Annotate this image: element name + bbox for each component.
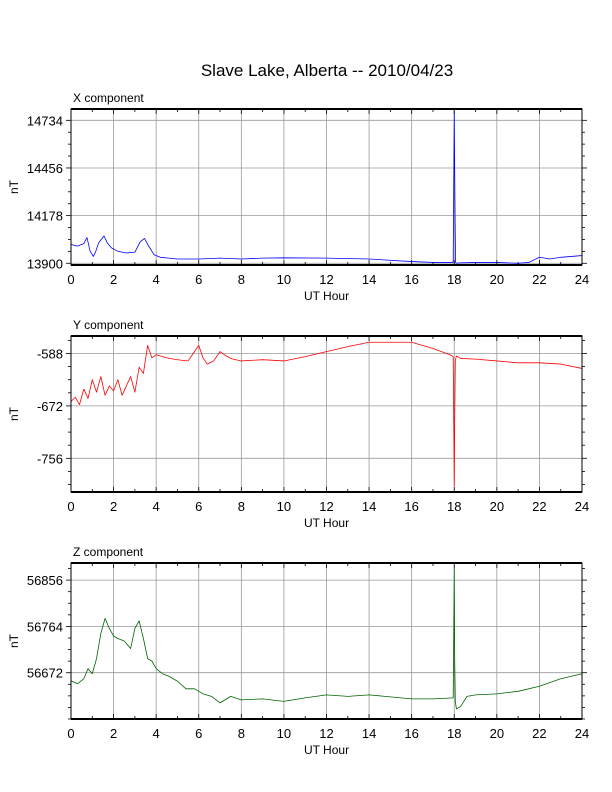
tick-label-x: 18 <box>447 272 461 287</box>
tick-label-x: 12 <box>319 272 333 287</box>
tick-label-x: 20 <box>490 499 504 514</box>
tick-label-x: 10 <box>277 499 291 514</box>
tick-label-x: 8 <box>238 499 245 514</box>
tick-label-x: 20 <box>490 726 504 741</box>
tick-label-x: 14 <box>362 499 376 514</box>
tick-label-x: 6 <box>195 726 202 741</box>
panel-label: X component <box>73 91 144 105</box>
y-axis-label: nT <box>7 633 21 648</box>
tick-label-y: 14456 <box>27 161 63 176</box>
tick-label-x: 8 <box>238 726 245 741</box>
tick-label-x: 4 <box>153 726 160 741</box>
tick-label-x: 24 <box>575 726 589 741</box>
tick-label-x: 16 <box>404 272 418 287</box>
tick-label-x: 14 <box>362 272 376 287</box>
tick-label-y: -588 <box>37 346 63 361</box>
tick-label-x: 10 <box>277 272 291 287</box>
tick-label-x: 6 <box>195 499 202 514</box>
series-line <box>70 110 583 264</box>
tick-label-y: 56672 <box>27 666 63 681</box>
tick-label-x: 0 <box>67 499 74 514</box>
tick-label-x: 8 <box>238 272 245 287</box>
tick-label-x: 10 <box>277 726 291 741</box>
tick-label-x: 14 <box>362 726 376 741</box>
tick-label-x: 0 <box>67 726 74 741</box>
y-axis-label: nT <box>7 406 21 421</box>
tick-label-y: 14178 <box>27 209 63 224</box>
tick-label-x: 6 <box>195 272 202 287</box>
x-axis-label: UT Hour <box>304 289 349 303</box>
chart-title: Slave Lake, Alberta -- 2010/04/23 <box>201 61 453 80</box>
tick-label-x: 2 <box>110 726 117 741</box>
tick-label-x: 24 <box>575 272 589 287</box>
tick-label-x: 4 <box>153 499 160 514</box>
tick-label-x: 16 <box>404 499 418 514</box>
tick-label-x: 2 <box>110 272 117 287</box>
tick-label-x: 0 <box>67 272 74 287</box>
tick-label-x: 18 <box>447 499 461 514</box>
x-axis-label: UT Hour <box>304 743 349 757</box>
tick-label-x: 18 <box>447 726 461 741</box>
tick-label-y: 14734 <box>27 113 63 128</box>
series-line <box>70 341 583 487</box>
tick-label-x: 2 <box>110 499 117 514</box>
tick-label-y: 56856 <box>27 573 63 588</box>
tick-label-x: 24 <box>575 499 589 514</box>
panel-label: Y component <box>73 318 144 332</box>
tick-label-x: 20 <box>490 272 504 287</box>
tick-label-y: 56764 <box>27 619 63 634</box>
tick-label-x: 22 <box>532 499 546 514</box>
tick-label-x: 22 <box>532 726 546 741</box>
tick-label-x: 12 <box>319 499 333 514</box>
series-line <box>70 567 583 710</box>
tick-label-y: -756 <box>37 451 63 466</box>
x-axis-label: UT Hour <box>304 516 349 530</box>
tick-label-x: 22 <box>532 272 546 287</box>
tick-label-x: 16 <box>404 726 418 741</box>
y-axis-label: nT <box>7 179 21 194</box>
tick-label-x: 12 <box>319 726 333 741</box>
tick-label-y: 13900 <box>27 256 63 271</box>
panel-label: Z component <box>73 545 144 559</box>
tick-label-y: -672 <box>37 399 63 414</box>
tick-label-x: 4 <box>153 272 160 287</box>
